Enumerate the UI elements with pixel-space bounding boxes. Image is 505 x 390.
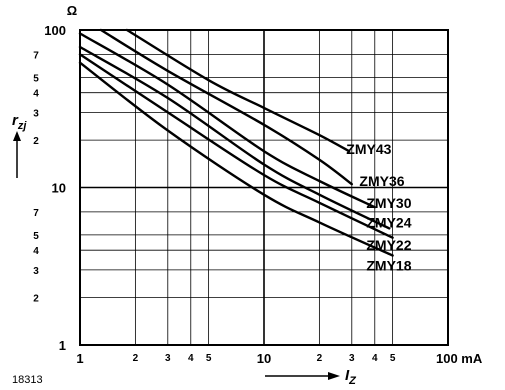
x-tick-label-1: 2 xyxy=(133,353,139,364)
series-line-zmy18 xyxy=(78,61,394,257)
series-lines xyxy=(78,28,394,257)
series-label-zmy22: ZMY22 xyxy=(366,237,411,253)
series-line-zmy22 xyxy=(78,53,394,239)
series-label-zmy43: ZMY43 xyxy=(346,141,391,157)
y-unit-label: Ω xyxy=(67,3,77,18)
x-axis-title-sub: Z xyxy=(348,375,357,387)
y-axis-title-main: r xyxy=(12,112,19,129)
y-tick-labels: 1 2 3 4 5 7 10 2 3 4 5 7 100 xyxy=(33,23,66,353)
series-label-zmy36: ZMY36 xyxy=(359,173,404,189)
series-line-zmy24 xyxy=(78,45,391,230)
series-line-zmy30 xyxy=(78,32,376,209)
y-tick-label-7: 2 xyxy=(33,136,39,147)
series-line-zmy43 xyxy=(125,28,351,153)
y-tick-label-5: 7 xyxy=(33,208,39,219)
x-tick-label-3: 4 xyxy=(188,353,194,364)
series-label-zmy24: ZMY24 xyxy=(366,214,411,230)
y-tick-label-6: 10 xyxy=(52,181,66,196)
x-tick-label-0: 1 xyxy=(76,351,83,366)
y-axis-title: rzj xyxy=(12,112,27,178)
x-tick-label-8: 4 xyxy=(372,353,378,364)
x-tick-label-7: 3 xyxy=(349,353,355,364)
svg-text:IZ: IZ xyxy=(345,367,357,387)
y-tick-label-4: 5 xyxy=(33,231,39,242)
y-axis-title-sub: zj xyxy=(17,120,28,132)
x-axis-title: IZ xyxy=(265,367,357,387)
y-tick-label-9: 4 xyxy=(33,89,39,100)
y-tick-label-12: 100 xyxy=(44,23,66,38)
x-tick-label-end: 100 mA xyxy=(436,351,483,366)
y-tick-label-2: 3 xyxy=(33,266,39,277)
x-tick-label-4: 5 xyxy=(206,353,212,364)
y-tick-label-10: 5 xyxy=(33,73,39,84)
series-labels: ZMY43 ZMY36 ZMY30 ZMY24 ZMY22 ZMY18 xyxy=(346,141,411,273)
y-tick-label-11: 7 xyxy=(33,50,39,61)
y-tick-label-3: 4 xyxy=(33,246,39,257)
svg-text:rzj: rzj xyxy=(12,112,27,132)
plot-frame xyxy=(79,29,449,346)
series-label-zmy30: ZMY30 xyxy=(366,195,411,211)
y-tick-label-8: 3 xyxy=(33,108,39,119)
y-tick-label-0: 1 xyxy=(59,338,66,353)
y-axis-arrow-head xyxy=(13,131,21,141)
x-tick-label-9: 5 xyxy=(390,353,396,364)
series-label-zmy18: ZMY18 xyxy=(366,257,411,273)
x-tick-label-5: 10 xyxy=(257,351,271,366)
x-tick-label-6: 2 xyxy=(317,353,323,364)
x-tick-label-2: 3 xyxy=(165,353,171,364)
x-axis-title-main: I xyxy=(345,367,350,384)
x-tick-labels: 1 2 3 4 5 10 2 3 4 5 100 mA xyxy=(76,351,482,366)
y-tick-label-1: 2 xyxy=(33,294,39,305)
x-axis-arrow-head xyxy=(328,372,340,380)
series-line-zmy36 xyxy=(99,28,353,186)
figure-number: 18313 xyxy=(12,374,43,386)
